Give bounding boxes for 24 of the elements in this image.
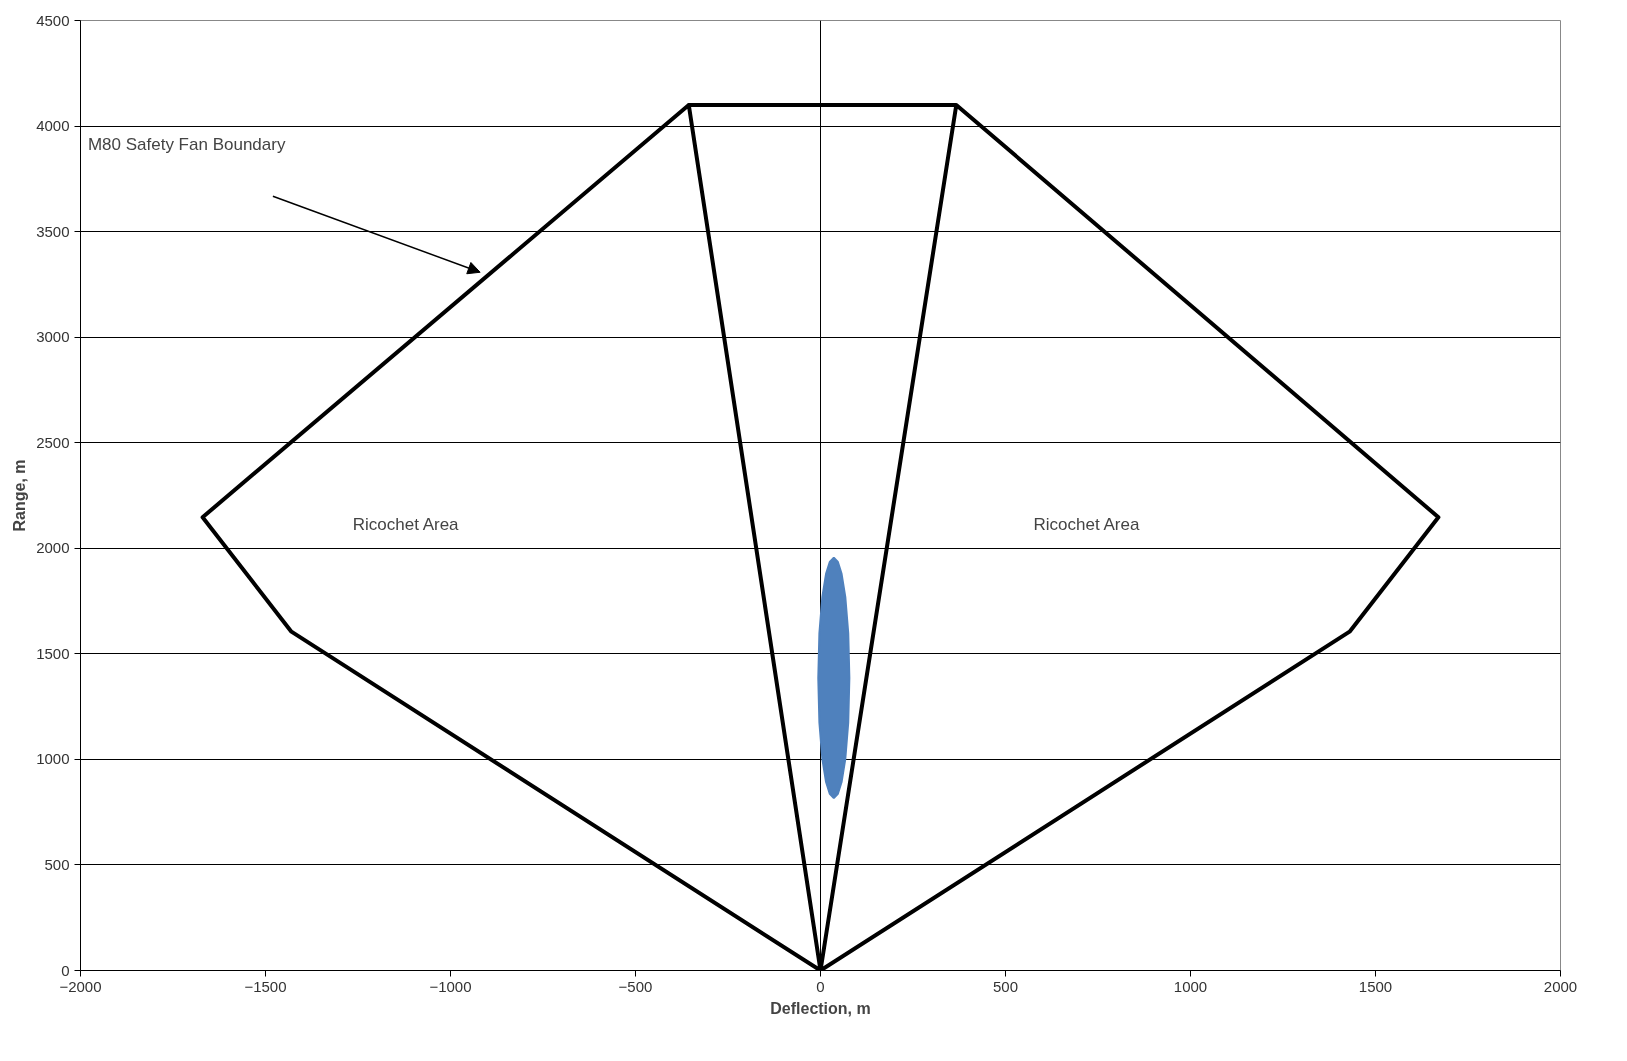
y-tick-label: 4000	[36, 117, 70, 135]
x-tick-label: 0	[816, 977, 825, 995]
annotation: Ricochet Area	[352, 514, 460, 534]
x-tick-label: −1000	[429, 977, 472, 995]
y-tick-label: 1500	[36, 644, 70, 662]
y-tick-label: 0	[61, 961, 70, 979]
x-tick-label: −1500	[244, 977, 287, 995]
annotation: Ricochet Area	[1033, 514, 1140, 534]
y-tick-label: 2500	[36, 433, 70, 451]
x-axis-title: Deflection, m	[770, 999, 871, 1017]
y-tick-label: 500	[44, 855, 70, 873]
x-tick-label: −2000	[59, 977, 102, 995]
x-tick-label: 1000	[1173, 977, 1208, 995]
y-axis-title: Range, m	[11, 459, 29, 532]
y-tick-label: 2000	[36, 539, 70, 557]
annotation: M80 Safety Fan Boundary	[87, 134, 286, 154]
y-tick-label: 3500	[36, 222, 70, 240]
y-tick-label: 3000	[36, 328, 70, 346]
x-tick-label: 2000	[1543, 977, 1578, 995]
x-tick-label: 1500	[1358, 977, 1393, 995]
x-tick-label: 500	[992, 977, 1019, 995]
y-tick-label: 1000	[36, 750, 70, 768]
y-tick-label: 4500	[36, 11, 70, 29]
x-tick-label: −500	[618, 977, 653, 995]
